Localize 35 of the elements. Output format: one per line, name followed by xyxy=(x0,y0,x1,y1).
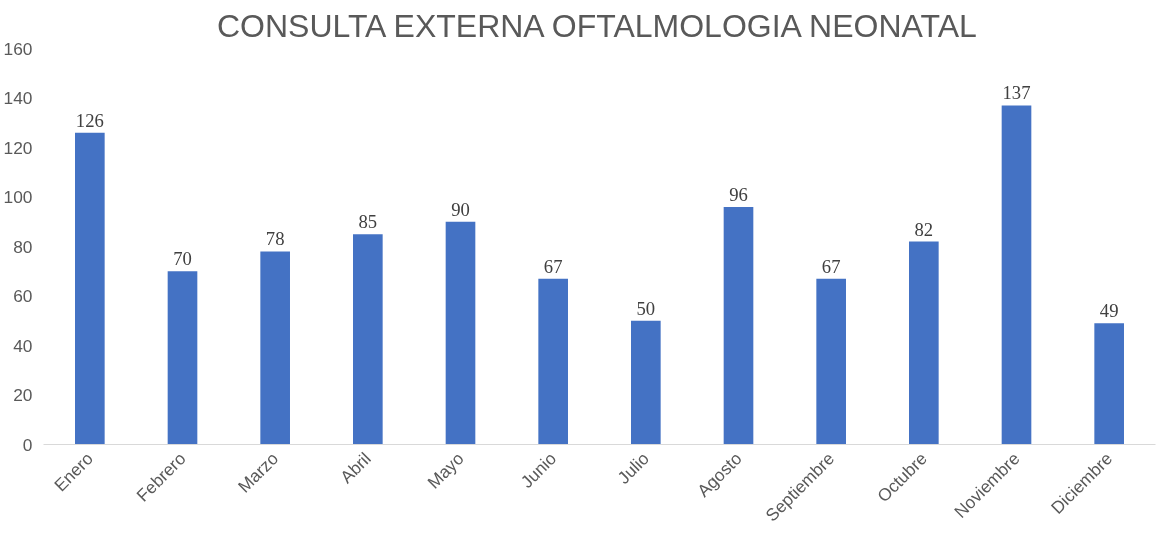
y-tick-label: 0 xyxy=(22,434,33,455)
bar xyxy=(909,241,939,445)
bar xyxy=(260,251,290,445)
data-label: 78 xyxy=(265,228,285,250)
bar xyxy=(1001,105,1032,445)
bar xyxy=(723,206,754,445)
data-label: 126 xyxy=(75,109,104,131)
y-tick-label: 120 xyxy=(3,137,33,158)
bar xyxy=(538,278,568,445)
bar xyxy=(353,234,383,445)
data-label: 50 xyxy=(636,297,656,319)
data-label: 67 xyxy=(543,255,563,277)
data-label: 90 xyxy=(451,198,470,220)
bar xyxy=(631,320,661,445)
bar xyxy=(167,271,198,445)
bar xyxy=(1094,323,1124,445)
bar xyxy=(75,132,105,445)
y-tick-label: 140 xyxy=(3,88,33,108)
data-label: 49 xyxy=(1099,300,1119,322)
chart-title: CONSULTA EXTERNA OFTALMOLOGIA NEONATAL xyxy=(216,7,977,44)
data-label: 67 xyxy=(821,255,841,277)
data-label: 70 xyxy=(173,248,192,270)
y-tick-label: 20 xyxy=(13,385,33,405)
bar xyxy=(816,278,846,445)
x-tick-label: Julio xyxy=(613,448,653,488)
y-tick-label: 160 xyxy=(3,38,33,59)
data-label: 96 xyxy=(729,183,748,205)
y-tick-label: 100 xyxy=(3,187,33,207)
y-tick-label: 80 xyxy=(13,236,33,257)
y-tick-label: 40 xyxy=(13,335,33,356)
bar xyxy=(445,221,476,445)
data-label: 82 xyxy=(914,218,934,240)
data-label: 85 xyxy=(358,211,378,233)
y-tick-label: 60 xyxy=(13,286,33,306)
data-label: 137 xyxy=(1002,82,1031,104)
